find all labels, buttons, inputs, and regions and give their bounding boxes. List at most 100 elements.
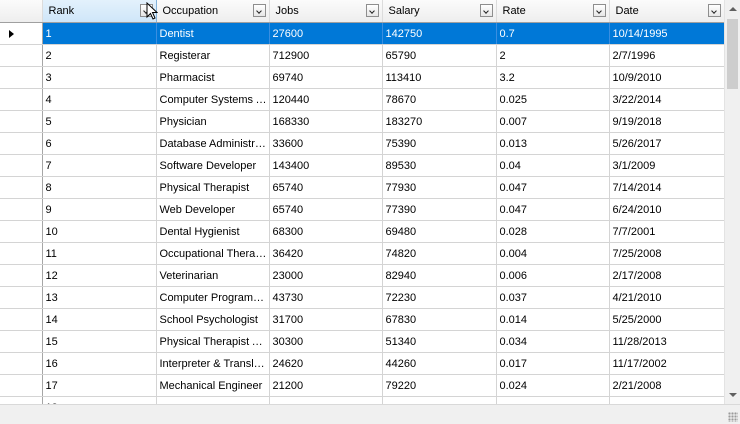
row-header[interactable] — [0, 132, 43, 155]
cell-jobs[interactable] — [269, 396, 383, 404]
cell-jobs[interactable]: 120440 — [269, 88, 383, 111]
table-row[interactable]: 3 Pharmacist 69740 113410 3.2 10/9/2010 — [0, 66, 724, 89]
cell-jobs[interactable]: 36420 — [269, 242, 383, 265]
cell-occupation[interactable]: Interpreter & Translator — [156, 352, 270, 375]
cell-rate[interactable]: 0.034 — [496, 330, 610, 353]
cell-occupation[interactable]: Mechanical Engineer — [156, 374, 270, 397]
column-header-date[interactable]: Date — [609, 0, 724, 23]
cell-salary[interactable]: 77930 — [382, 176, 497, 199]
table-row[interactable]: 16 Interpreter & Translator 24620 44260 0.01… — [0, 352, 724, 375]
column-header-rank[interactable]: Rank — [42, 0, 157, 23]
row-header[interactable] — [0, 374, 43, 397]
cell-salary[interactable]: 44260 — [382, 352, 497, 375]
table-row[interactable]: 11 Occupational Therapist 36420 74820 0.004 7… — [0, 242, 724, 265]
cell-jobs[interactable]: 69740 — [269, 66, 383, 89]
vertical-scrollbar[interactable] — [724, 0, 740, 404]
cell-date[interactable]: 7/14/2014 — [609, 176, 724, 199]
cell-rate[interactable]: 0.007 — [496, 110, 610, 133]
cell-date[interactable]: 2/7/1996 — [609, 44, 724, 67]
cell-salary[interactable]: 82940 — [382, 264, 497, 287]
row-header[interactable] — [0, 286, 43, 309]
data-grid[interactable]: Rank Occupation Jobs Salary Rate — [0, 0, 724, 404]
cell-rate[interactable]: 0.006 — [496, 264, 610, 287]
cell-jobs[interactable]: 24620 — [269, 352, 383, 375]
cell-jobs[interactable]: 21200 — [269, 374, 383, 397]
cell-rate[interactable]: 0.047 — [496, 198, 610, 221]
cell-salary[interactable]: 51340 — [382, 330, 497, 353]
scroll-down-arrow-icon[interactable] — [725, 387, 740, 404]
row-header[interactable] — [0, 220, 43, 243]
cell-jobs[interactable]: 43730 — [269, 286, 383, 309]
filter-dropdown-icon[interactable] — [707, 4, 721, 17]
cell-occupation[interactable]: Computer Programmer — [156, 286, 270, 309]
cell-rate[interactable]: 2 — [496, 44, 610, 67]
cell-date[interactable]: 5/25/2000 — [609, 308, 724, 331]
row-header[interactable] — [0, 176, 43, 199]
row-header[interactable] — [0, 396, 43, 404]
cell-salary[interactable]: 65790 — [382, 44, 497, 67]
cell-occupation[interactable]: Web Developer — [156, 198, 270, 221]
filter-dropdown-icon[interactable] — [592, 4, 606, 17]
cell-rate[interactable]: 0.037 — [496, 286, 610, 309]
cell-occupation[interactable] — [156, 396, 270, 404]
table-row[interactable]: 13 Computer Programmer 43730 72230 0.037 4/21… — [0, 286, 724, 309]
cell-date[interactable]: 11/17/2002 — [609, 352, 724, 375]
row-header[interactable] — [0, 242, 43, 265]
table-row[interactable]: 17 Mechanical Engineer 21200 79220 0.024 2/21… — [0, 374, 724, 397]
cell-rank[interactable]: 2 — [42, 44, 157, 67]
table-row[interactable]: 8 Physical Therapist 65740 77930 0.047 7/14/2… — [0, 176, 724, 199]
resize-grip-icon[interactable] — [728, 412, 738, 422]
cell-date[interactable]: 11/28/2013 — [609, 330, 724, 353]
cell-date[interactable]: 10/9/2010 — [609, 66, 724, 89]
cell-salary[interactable]: 78670 — [382, 88, 497, 111]
cell-rate[interactable]: 0.047 — [496, 176, 610, 199]
cell-date[interactable]: 7/7/2001 — [609, 220, 724, 243]
cell-date[interactable]: 4/21/2010 — [609, 286, 724, 309]
cell-rate[interactable]: 0.017 — [496, 352, 610, 375]
cell-salary[interactable]: 72230 — [382, 286, 497, 309]
cell-jobs[interactable]: 143400 — [269, 154, 383, 177]
row-header[interactable] — [0, 264, 43, 287]
cell-rank[interactable]: 1 — [42, 22, 157, 45]
table-row[interactable]: 1 Dentist 27600 142750 0.7 10/14/1995 — [0, 22, 724, 45]
cell-salary[interactable]: 183270 — [382, 110, 497, 133]
column-header-rate[interactable]: Rate — [496, 0, 610, 23]
row-header[interactable] — [0, 110, 43, 133]
cell-rate[interactable]: 0.024 — [496, 374, 610, 397]
scroll-up-arrow-icon[interactable] — [725, 0, 740, 17]
cell-rate[interactable] — [496, 396, 610, 404]
cell-salary[interactable]: 79220 — [382, 374, 497, 397]
table-row[interactable]: 5 Physician 168330 183270 0.007 9/19/2018 — [0, 110, 724, 133]
cell-date[interactable]: 2/21/2008 — [609, 374, 724, 397]
table-row[interactable]: 10 Dental Hygienist 68300 69480 0.028 7/7/200… — [0, 220, 724, 243]
corner-header[interactable] — [0, 0, 43, 23]
column-header-salary[interactable]: Salary — [382, 0, 497, 23]
table-row[interactable]: 2 Registerar 712900 65790 2 2/7/1996 — [0, 44, 724, 67]
cell-salary[interactable]: 142750 — [382, 22, 497, 45]
cell-rate[interactable]: 0.7 — [496, 22, 610, 45]
cell-occupation[interactable]: Registerar — [156, 44, 270, 67]
cell-salary[interactable]: 113410 — [382, 66, 497, 89]
cell-occupation[interactable]: Computer Systems Analyst — [156, 88, 270, 111]
cell-date[interactable]: 5/26/2017 — [609, 132, 724, 155]
cell-jobs[interactable]: 65740 — [269, 198, 383, 221]
cell-rank[interactable]: 3 — [42, 66, 157, 89]
cell-rank[interactable]: 18 — [42, 396, 157, 404]
filter-dropdown-icon[interactable] — [252, 4, 266, 17]
row-header[interactable] — [0, 22, 43, 45]
cell-salary[interactable]: 77390 — [382, 198, 497, 221]
cell-jobs[interactable]: 68300 — [269, 220, 383, 243]
table-row[interactable]: 12 Veterinarian 23000 82940 0.006 2/17/2008 — [0, 264, 724, 287]
cell-occupation[interactable]: Physical Therapist Assistant — [156, 330, 270, 353]
row-header[interactable] — [0, 88, 43, 111]
cell-date[interactable]: 10/14/1995 — [609, 22, 724, 45]
cell-rank[interactable]: 13 — [42, 286, 157, 309]
cell-date[interactable]: 3/1/2009 — [609, 154, 724, 177]
cell-jobs[interactable]: 712900 — [269, 44, 383, 67]
row-header[interactable] — [0, 330, 43, 353]
cell-date[interactable] — [609, 396, 724, 404]
row-header[interactable] — [0, 198, 43, 221]
cell-rank[interactable]: 12 — [42, 264, 157, 287]
